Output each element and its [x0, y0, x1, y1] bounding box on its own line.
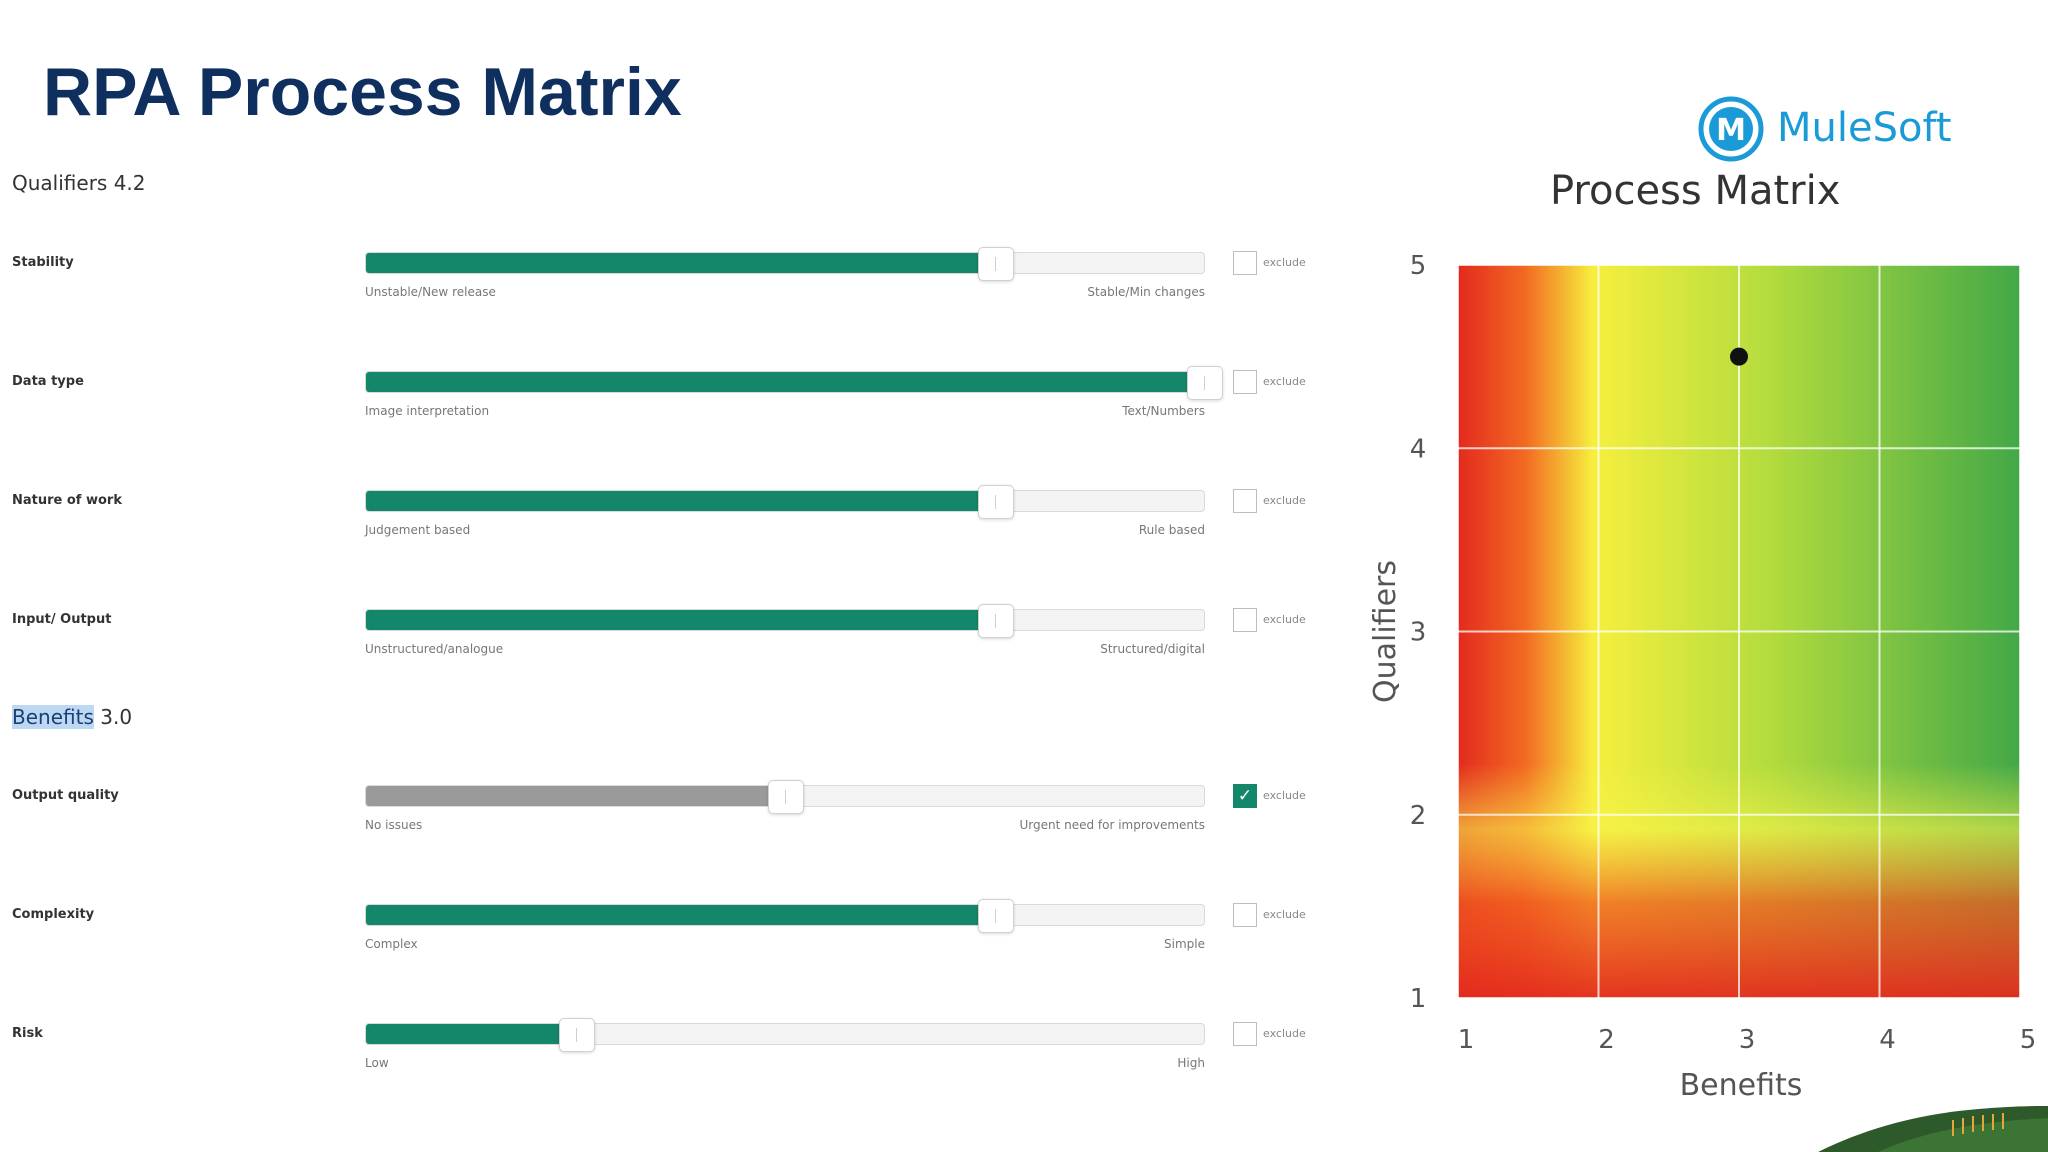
- slider-max-label: Text/Numbers: [1122, 404, 1205, 418]
- slider-track-input-output[interactable]: [365, 604, 1205, 638]
- slider-min-label: Unstructured/analogue: [365, 642, 504, 656]
- slider-min-label: Image interpretation: [365, 404, 490, 418]
- slider-track-output-quality[interactable]: [365, 780, 1205, 814]
- slider-max-label: Stable/Min changes: [1087, 285, 1205, 299]
- slider-handle[interactable]: [977, 485, 1014, 519]
- y-tick-label: 5: [1410, 251, 1427, 281]
- slider-handle[interactable]: [977, 247, 1014, 281]
- exclude-checkbox-stability[interactable]: [1233, 251, 1257, 275]
- exclude-label: exclude: [1263, 908, 1306, 921]
- x-tick-label: 1: [1458, 1025, 1475, 1055]
- slider-track-risk[interactable]: [365, 1018, 1205, 1052]
- slider-fill: [366, 253, 995, 273]
- slider-handle[interactable]: [977, 604, 1014, 638]
- slider-label-data-type: Data type: [12, 374, 84, 389]
- exclude-label: exclude: [1263, 1027, 1306, 1040]
- landscape-decoration: [1818, 1106, 2048, 1152]
- slider-handle[interactable]: [768, 780, 804, 814]
- x-tick-label: 3: [1739, 1025, 1756, 1055]
- slider-fill: [366, 491, 995, 511]
- slider-fill: [366, 786, 785, 806]
- slider-track-stability[interactable]: [365, 247, 1205, 281]
- y-tick-label: 2: [1410, 801, 1427, 831]
- heatmap-overlay: [1458, 265, 2020, 998]
- slider-max-label: Urgent need for improvements: [1019, 818, 1205, 832]
- slider-fill: [366, 372, 1204, 392]
- slider-label-nature-of-work: Nature of work: [12, 493, 122, 508]
- slider-handle[interactable]: [558, 1018, 595, 1052]
- slider-track-data-type[interactable]: [365, 366, 1223, 400]
- exclude-label: exclude: [1263, 613, 1306, 626]
- slider-max-label: High: [1177, 1056, 1205, 1070]
- benefits-heading-highlight: Benefits: [12, 705, 94, 729]
- benefits-heading-value: 3.0: [93, 705, 133, 729]
- slider-handle[interactable]: [977, 899, 1014, 933]
- exclude-checkbox-input-output[interactable]: [1233, 608, 1257, 632]
- slider-label-output-quality: Output quality: [12, 788, 119, 803]
- slider-fill: [366, 1024, 576, 1044]
- slider-fill: [366, 610, 995, 630]
- slider-label-complexity: Complexity: [12, 907, 95, 922]
- exclude-checkbox-complexity[interactable]: [1233, 903, 1257, 927]
- slider-min-label: Complex: [365, 937, 418, 951]
- x-axis-label: Benefits: [1680, 1068, 1803, 1103]
- slider-label-stability: Stability: [12, 255, 74, 270]
- slider-max-label: Simple: [1164, 937, 1205, 951]
- y-tick-label: 1: [1410, 984, 1427, 1014]
- slider-min-label: Unstable/New release: [365, 285, 496, 299]
- slider-min-label: Low: [365, 1056, 389, 1070]
- y-axis-label: Qualifiers: [1368, 560, 1403, 703]
- slider-fill: [366, 905, 995, 925]
- brand-name: MuleSoft: [1777, 105, 1952, 151]
- svg-text:M: M: [1716, 113, 1746, 148]
- exclude-label: exclude: [1263, 789, 1306, 802]
- exclude-checkbox-output-quality[interactable]: ✓: [1233, 784, 1257, 808]
- qualifiers-heading: Qualifiers 4.2: [12, 171, 146, 195]
- slider-handle[interactable]: [1187, 366, 1223, 400]
- slider-track-complexity[interactable]: [365, 899, 1205, 933]
- mulesoft-logo-icon: M: [1698, 96, 1764, 162]
- mulesoft-logo: M MuleSoft: [1697, 95, 1957, 163]
- slider-min-label: Judgement based: [365, 523, 471, 537]
- slide-title: RPA Process Matrix: [43, 54, 682, 130]
- exclude-checkbox-nature-of-work[interactable]: [1233, 489, 1257, 513]
- y-tick-label: 3: [1410, 618, 1427, 648]
- exclude-label: exclude: [1263, 494, 1306, 507]
- x-tick-label: 5: [2020, 1025, 2037, 1055]
- slider-label-risk: Risk: [12, 1026, 43, 1041]
- slider-min-label: No issues: [365, 818, 423, 832]
- benefits-heading: Benefits 3.0: [12, 705, 132, 729]
- slider-max-label: Rule based: [1138, 523, 1205, 537]
- x-tick-label: 2: [1598, 1025, 1615, 1055]
- exclude-checkbox-data-type[interactable]: [1233, 370, 1257, 394]
- exclude-label: exclude: [1263, 256, 1306, 269]
- heatmap-base: [1458, 265, 2020, 998]
- x-tick-label: 4: [1879, 1025, 1896, 1055]
- data-point: [1730, 347, 1748, 366]
- exclude-checkbox-risk[interactable]: [1233, 1022, 1257, 1046]
- slider-max-label: Structured/digital: [1100, 642, 1205, 656]
- exclude-label: exclude: [1263, 375, 1306, 388]
- slider-track-nature-of-work[interactable]: [365, 485, 1205, 519]
- slider-label-input-output: Input/ Output: [12, 612, 112, 627]
- chart-title: Process Matrix: [1550, 168, 1841, 214]
- y-tick-label: 4: [1410, 434, 1427, 464]
